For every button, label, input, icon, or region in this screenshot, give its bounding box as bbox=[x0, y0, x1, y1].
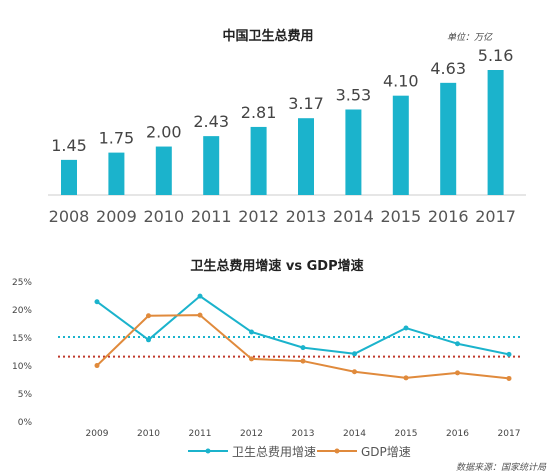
bar-value-label: 3.53 bbox=[336, 85, 372, 104]
bar-value-label: 3.17 bbox=[288, 94, 324, 113]
x-tick-label: 2016 bbox=[446, 429, 469, 439]
point-health bbox=[197, 293, 203, 299]
x-tick-label: 2010 bbox=[137, 429, 160, 439]
x-tick-label: 2013 bbox=[292, 429, 315, 439]
point-gdp bbox=[94, 363, 100, 369]
point-health bbox=[94, 299, 100, 305]
bar-chart-title: 中国卫生总费用 bbox=[222, 28, 313, 44]
bar-category-label: 2012 bbox=[238, 207, 279, 226]
bar bbox=[155, 146, 172, 195]
point-gdp bbox=[249, 356, 254, 362]
bar-category-label: 2015 bbox=[380, 207, 421, 226]
y-tick-label: 15% bbox=[12, 334, 32, 344]
bar-value-label: 2.81 bbox=[241, 103, 277, 122]
x-tick-label: 2014 bbox=[343, 429, 366, 439]
bar bbox=[392, 95, 409, 195]
x-tick-label: 2009 bbox=[86, 429, 109, 439]
bar bbox=[250, 126, 267, 195]
bar-category-label: 2013 bbox=[286, 207, 327, 226]
point-gdp bbox=[403, 375, 409, 381]
bar bbox=[298, 118, 314, 195]
bar-category-label: 2016 bbox=[428, 207, 469, 226]
legend-marker-health bbox=[205, 448, 211, 454]
bar-value-label: 2.43 bbox=[193, 112, 229, 131]
unit-note: 单位：万亿 bbox=[447, 32, 493, 43]
point-gdp bbox=[352, 369, 357, 375]
y-tick-label: 20% bbox=[12, 306, 32, 316]
bar-value-label: 4.63 bbox=[430, 59, 466, 78]
legend-label-health: 卫生总费用增速 bbox=[232, 445, 316, 459]
legend-label-gdp: GDP增速 bbox=[361, 445, 411, 459]
bar bbox=[203, 136, 220, 195]
point-health bbox=[146, 337, 151, 343]
y-tick-label: 5% bbox=[18, 390, 33, 400]
bar-value-label: 4.10 bbox=[383, 72, 419, 91]
bar-value-label: 2.00 bbox=[146, 123, 182, 142]
line-chart-title: 卫生总费用增速 vs GDP增速 bbox=[190, 258, 363, 274]
legend-marker-gdp bbox=[334, 448, 340, 454]
bar-value-label: 1.45 bbox=[51, 136, 87, 155]
bar-value-label: 1.75 bbox=[99, 129, 135, 148]
line-chart: 卫生总费用增速 vs GDP增速 0% 5% 10% 15% 20% 25% 2009 201… bbox=[12, 258, 547, 473]
bar bbox=[440, 82, 457, 195]
bar bbox=[345, 109, 362, 195]
point-gdp bbox=[146, 313, 151, 319]
x-tick-label: 2017 bbox=[498, 429, 521, 439]
y-tick-label: 0% bbox=[18, 418, 33, 428]
bar-chart: 中国卫生总费用 单位：万亿 1.45 2008 1.75 2009 2.00 2010 2.… bbox=[48, 28, 526, 226]
bar-category-label: 2014 bbox=[333, 207, 374, 226]
point-health bbox=[300, 345, 306, 351]
y-tick-label: 25% bbox=[12, 278, 32, 288]
point-health bbox=[455, 341, 460, 347]
point-health bbox=[249, 329, 254, 335]
bar bbox=[487, 70, 504, 195]
bar-category-label: 2011 bbox=[191, 207, 232, 226]
point-gdp bbox=[506, 375, 512, 381]
point-gdp bbox=[300, 358, 306, 364]
bar-category-label: 2010 bbox=[143, 207, 184, 226]
point-gdp bbox=[455, 370, 460, 376]
x-tick-label: 2011 bbox=[189, 429, 212, 439]
legend: 卫生总费用增速 GDP增速 bbox=[188, 445, 411, 459]
point-gdp bbox=[197, 312, 203, 318]
bar-value-label: 5.16 bbox=[478, 46, 514, 65]
bar bbox=[61, 159, 77, 195]
bar-category-label: 2009 bbox=[96, 207, 137, 226]
y-tick-label: 10% bbox=[12, 362, 32, 372]
point-health bbox=[352, 351, 357, 357]
bar bbox=[108, 152, 125, 195]
point-health bbox=[506, 351, 512, 357]
x-tick-label: 2012 bbox=[240, 429, 263, 439]
point-health bbox=[403, 325, 409, 331]
source-note: 数据来源：国家统计局 bbox=[456, 462, 547, 473]
bar-category-label: 2017 bbox=[475, 207, 516, 226]
bar-category-label: 2008 bbox=[49, 207, 90, 226]
x-tick-label: 2015 bbox=[395, 429, 418, 439]
